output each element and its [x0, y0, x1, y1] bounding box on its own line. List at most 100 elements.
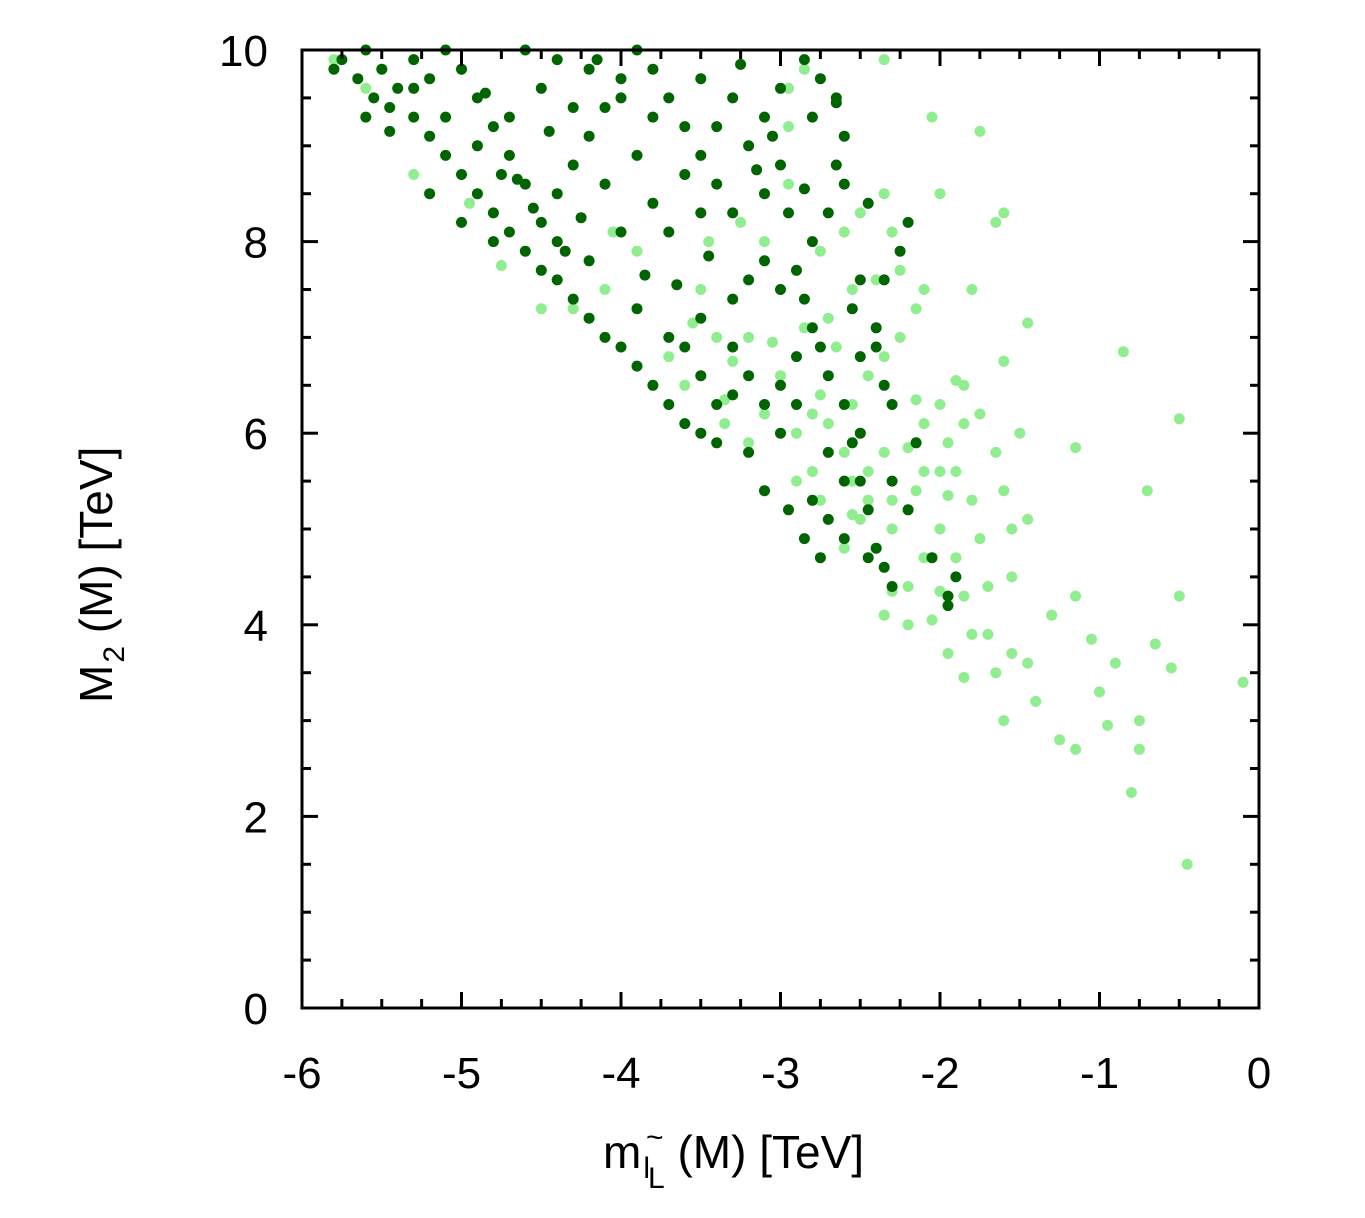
data-point	[838, 130, 850, 142]
data-point	[663, 351, 675, 363]
data-point	[990, 446, 1002, 458]
data-point	[727, 92, 739, 104]
data-point	[1125, 787, 1137, 798]
data-point	[719, 394, 731, 406]
data-point	[886, 399, 898, 410]
data-point	[886, 581, 898, 592]
data-point	[1022, 513, 1034, 525]
data-point	[822, 207, 834, 219]
data-point	[902, 442, 914, 454]
data-point	[695, 312, 707, 324]
data-point	[942, 437, 954, 449]
data-point	[830, 341, 842, 353]
data-point	[615, 341, 627, 353]
data-point	[846, 303, 858, 315]
data-point	[878, 379, 890, 391]
data-point	[575, 212, 587, 224]
data-point	[775, 370, 786, 382]
data-point	[862, 197, 874, 209]
data-point	[942, 600, 954, 612]
data-point	[1133, 743, 1145, 755]
data-point	[926, 552, 938, 564]
data-point	[798, 183, 810, 195]
data-point	[679, 379, 691, 391]
data-point	[814, 494, 826, 506]
data-point	[862, 552, 874, 564]
data-point	[934, 585, 946, 597]
data-point	[870, 341, 882, 353]
data-point	[854, 274, 866, 286]
data-point	[1006, 648, 1018, 659]
data-point	[727, 389, 739, 401]
data-point	[814, 552, 826, 564]
data-point	[886, 494, 898, 506]
data-point	[870, 542, 882, 554]
data-point	[1070, 590, 1082, 602]
data-point	[711, 121, 723, 133]
y-axis-title-subscript: 2	[98, 646, 131, 663]
data-point	[966, 628, 978, 640]
data-point	[838, 399, 850, 410]
data-point	[950, 552, 962, 564]
data-point	[783, 504, 794, 516]
data-point	[910, 303, 922, 315]
data-point	[711, 437, 723, 449]
data-point	[846, 437, 858, 449]
y-tick-label: 4	[244, 602, 268, 651]
data-point	[743, 437, 755, 449]
data-point	[1133, 715, 1145, 727]
data-point	[583, 255, 595, 267]
data-point	[456, 216, 467, 228]
data-point	[1014, 427, 1026, 439]
data-point	[862, 466, 874, 477]
y-tick-label: 6	[244, 410, 268, 459]
data-point	[751, 164, 763, 176]
data-point	[695, 73, 707, 85]
data-point	[878, 609, 890, 621]
data-point	[934, 466, 946, 477]
x-tick-label: -4	[601, 1049, 640, 1098]
data-point	[814, 245, 826, 257]
data-point	[918, 552, 930, 564]
data-point	[743, 140, 755, 152]
data-point	[934, 399, 946, 410]
data-point	[336, 54, 348, 66]
data-point	[599, 331, 611, 343]
data-point	[759, 111, 770, 123]
y-axis-title: M2 (M) [TeV]	[70, 447, 131, 703]
x-axis-title-subsubscript: L	[648, 1162, 665, 1195]
data-point	[495, 169, 507, 180]
data-point	[631, 245, 643, 257]
data-point	[671, 279, 683, 291]
data-point	[408, 82, 420, 94]
data-point	[567, 303, 579, 315]
data-point	[1006, 523, 1018, 535]
data-point	[328, 63, 340, 75]
data-point	[870, 322, 882, 334]
data-point	[783, 178, 794, 190]
data-point	[743, 274, 755, 286]
data-point	[814, 389, 826, 401]
data-point	[408, 169, 420, 180]
data-point	[384, 125, 396, 137]
data-point	[479, 87, 491, 99]
x-axis-title-tilde: ~	[646, 1121, 664, 1154]
data-point	[982, 628, 994, 640]
data-point	[838, 446, 850, 458]
data-point	[1181, 858, 1193, 870]
data-point	[894, 264, 906, 276]
data-point	[798, 293, 810, 305]
y-tick-label: 10	[219, 27, 268, 76]
data-point	[854, 513, 866, 525]
data-point	[791, 351, 802, 363]
data-point	[958, 672, 970, 683]
data-point	[599, 102, 611, 113]
data-point	[791, 399, 802, 410]
data-point	[767, 130, 778, 142]
data-point	[599, 178, 611, 190]
data-point	[886, 475, 898, 487]
data-point	[495, 260, 507, 271]
data-point	[551, 54, 563, 66]
data-point	[583, 63, 595, 75]
